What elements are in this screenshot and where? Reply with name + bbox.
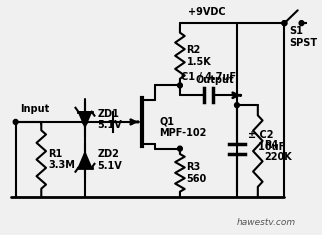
Text: ZD2
5.1V: ZD2 5.1V bbox=[97, 149, 122, 171]
Circle shape bbox=[299, 21, 304, 26]
Text: ZD1
5.1V: ZD1 5.1V bbox=[97, 109, 122, 130]
Text: hawestv.com: hawestv.com bbox=[237, 218, 296, 227]
Text: R2
1.5K: R2 1.5K bbox=[186, 45, 211, 67]
Circle shape bbox=[282, 21, 287, 26]
Text: Q1
MPF-102: Q1 MPF-102 bbox=[159, 116, 206, 138]
Text: ± C2
   10uF: ± C2 10uF bbox=[248, 130, 286, 152]
Circle shape bbox=[83, 119, 87, 124]
Circle shape bbox=[282, 21, 287, 26]
Text: R1
3.3M: R1 3.3M bbox=[48, 149, 75, 170]
Circle shape bbox=[177, 146, 182, 151]
Circle shape bbox=[234, 103, 239, 108]
Text: Input: Input bbox=[20, 104, 50, 114]
Polygon shape bbox=[78, 152, 92, 168]
Text: R4
220K: R4 220K bbox=[264, 140, 292, 162]
Polygon shape bbox=[78, 112, 92, 127]
Text: Output: Output bbox=[195, 75, 234, 85]
Text: R3
560: R3 560 bbox=[186, 162, 207, 184]
Text: C1 / 4.7uF: C1 / 4.7uF bbox=[181, 72, 236, 82]
Text: S1
SPST: S1 SPST bbox=[289, 26, 317, 48]
Circle shape bbox=[177, 83, 182, 88]
Circle shape bbox=[13, 119, 18, 124]
Text: +9VDC: +9VDC bbox=[187, 7, 225, 17]
